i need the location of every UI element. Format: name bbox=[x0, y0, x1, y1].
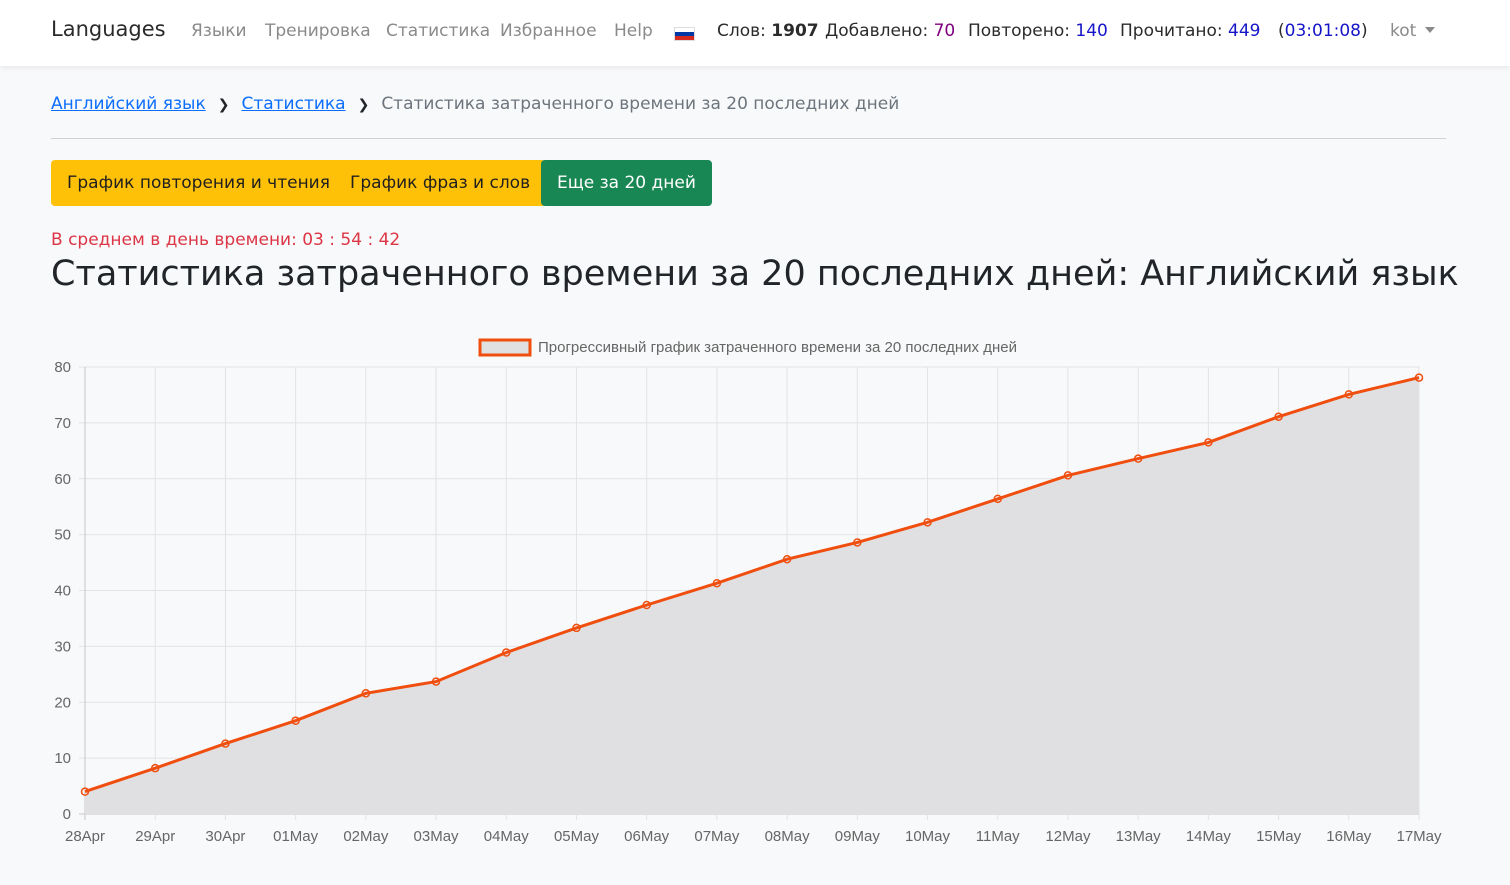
x-tick-label: 10May bbox=[905, 828, 951, 845]
data-point[interactable] bbox=[993, 494, 1002, 504]
x-tick-label: 29Apr bbox=[135, 828, 175, 845]
y-tick-label: 40 bbox=[54, 583, 71, 600]
x-tick-label: 09May bbox=[835, 828, 881, 845]
repeated-count: Повторено: 140 bbox=[968, 21, 1108, 41]
time-progress-chart: 0 10 20 30 40 50 60 70 80 28Apr 29Apr 30Apr 01May 02… bbox=[54, 338, 1442, 845]
y-tick-label: 80 bbox=[54, 359, 71, 376]
x-tick-label: 06May bbox=[624, 828, 670, 845]
data-point[interactable] bbox=[80, 787, 90, 796]
data-point[interactable] bbox=[150, 763, 160, 773]
nav-link-languages[interactable]: Языки bbox=[191, 21, 247, 41]
data-point[interactable] bbox=[782, 554, 792, 564]
read-count: Прочитано: 449 bbox=[1120, 21, 1261, 41]
user-menu-dropdown[interactable]: kot bbox=[1390, 21, 1436, 41]
data-point[interactable] bbox=[431, 677, 441, 686]
x-tick-label: 14May bbox=[1186, 828, 1232, 845]
x-axis-ticks: 28Apr 29Apr 30Apr 01May 02May 03May 04May 05May… bbox=[65, 828, 1442, 845]
x-tick-label: 13May bbox=[1116, 828, 1162, 845]
data-point[interactable] bbox=[642, 600, 651, 610]
chevron-right-icon: ❯ bbox=[217, 97, 230, 113]
legend-label: Прогрессивный график затраченного времен… bbox=[538, 339, 1017, 356]
y-tick-label: 30 bbox=[54, 638, 71, 655]
data-point[interactable] bbox=[1344, 390, 1354, 399]
data-point[interactable] bbox=[1204, 438, 1213, 447]
top-navbar: Languages Языки Тренировка Статистика Из… bbox=[0, 0, 1510, 66]
session-timer: (03:01:08) bbox=[1278, 21, 1368, 41]
x-tick-label: 28Apr bbox=[65, 828, 105, 845]
y-tick-label: 20 bbox=[54, 694, 71, 711]
breadcrumb-current: Статистика затраченного времени за 20 по… bbox=[381, 94, 900, 114]
x-tick-label: 15May bbox=[1256, 828, 1302, 845]
x-tick-label: 11May bbox=[976, 828, 1020, 845]
data-point[interactable] bbox=[572, 623, 581, 633]
breadcrumb: Английский язык ❯ Статистика ❯ Статистика за… bbox=[51, 94, 899, 114]
nav-link-training[interactable]: Тренировка bbox=[265, 21, 371, 41]
brand-logo[interactable]: Languages bbox=[51, 17, 166, 41]
y-tick-label: 60 bbox=[54, 471, 71, 488]
breadcrumb-link-statistics[interactable]: Статистика bbox=[241, 94, 346, 114]
x-tick-label: 17May bbox=[1396, 828, 1442, 845]
y-tick-label: 0 bbox=[63, 806, 71, 823]
chart-series-line bbox=[84, 376, 1420, 794]
nav-link-favorites[interactable]: Избранное bbox=[500, 21, 597, 41]
x-tick-label: 02May bbox=[343, 828, 389, 845]
page-title: Статистика затраченного времени за 20 по… bbox=[51, 254, 1459, 294]
data-point[interactable] bbox=[923, 518, 932, 527]
data-point[interactable] bbox=[712, 578, 722, 588]
added-count: Добавлено: 70 bbox=[825, 21, 956, 41]
chart-area-fill bbox=[85, 377, 1419, 814]
data-point[interactable] bbox=[1133, 454, 1143, 463]
chart-legend[interactable]: Прогрессивный график затраченного времен… bbox=[478, 338, 1017, 357]
divider bbox=[51, 138, 1446, 139]
x-tick-label: 12May bbox=[1045, 828, 1091, 845]
user-name: kot bbox=[1390, 21, 1417, 41]
data-point[interactable] bbox=[1063, 471, 1073, 480]
nav-link-help[interactable]: Help bbox=[614, 21, 653, 41]
y-tick-label: 70 bbox=[54, 415, 71, 432]
data-point[interactable] bbox=[221, 739, 230, 748]
y-tick-label: 50 bbox=[54, 527, 71, 544]
x-tick-label: 03May bbox=[414, 828, 460, 845]
breadcrumb-link-english[interactable]: Английский язык bbox=[51, 94, 206, 114]
y-tick-label: 10 bbox=[54, 750, 71, 767]
x-tick-label: 30Apr bbox=[205, 828, 245, 845]
russian-flag-icon[interactable] bbox=[674, 27, 695, 41]
nav-link-statistics[interactable]: Статистика bbox=[386, 21, 491, 41]
x-tick-label: 07May bbox=[694, 828, 740, 845]
phrases-words-chart-button[interactable]: График фраз и слов bbox=[334, 160, 547, 206]
data-point[interactable] bbox=[361, 689, 371, 698]
x-tick-label: 05May bbox=[554, 828, 600, 845]
data-point[interactable] bbox=[1274, 412, 1283, 421]
y-axis-ticks: 0 10 20 30 40 50 60 70 80 bbox=[54, 359, 71, 823]
chart-points bbox=[80, 373, 1424, 796]
data-point[interactable] bbox=[853, 538, 862, 547]
repeat-read-chart-button[interactable]: График повторения и чтения bbox=[51, 160, 346, 206]
legend-swatch bbox=[478, 338, 532, 357]
data-point[interactable] bbox=[1414, 373, 1424, 382]
words-count: Слов: 1907 bbox=[717, 21, 819, 41]
x-tick-label: 01May bbox=[273, 828, 319, 845]
chevron-right-icon: ❯ bbox=[357, 97, 370, 113]
data-point[interactable] bbox=[291, 716, 300, 725]
x-tick-label: 08May bbox=[765, 828, 811, 845]
average-time-text: В среднем в день времени: 03 : 54 : 42 bbox=[51, 230, 401, 250]
caret-down-icon bbox=[1425, 27, 1436, 33]
more-days-button[interactable]: Еще за 20 дней bbox=[541, 160, 712, 206]
data-point[interactable] bbox=[502, 648, 511, 657]
x-tick-label: 16May bbox=[1326, 828, 1372, 845]
x-tick-label: 04May bbox=[484, 828, 530, 845]
